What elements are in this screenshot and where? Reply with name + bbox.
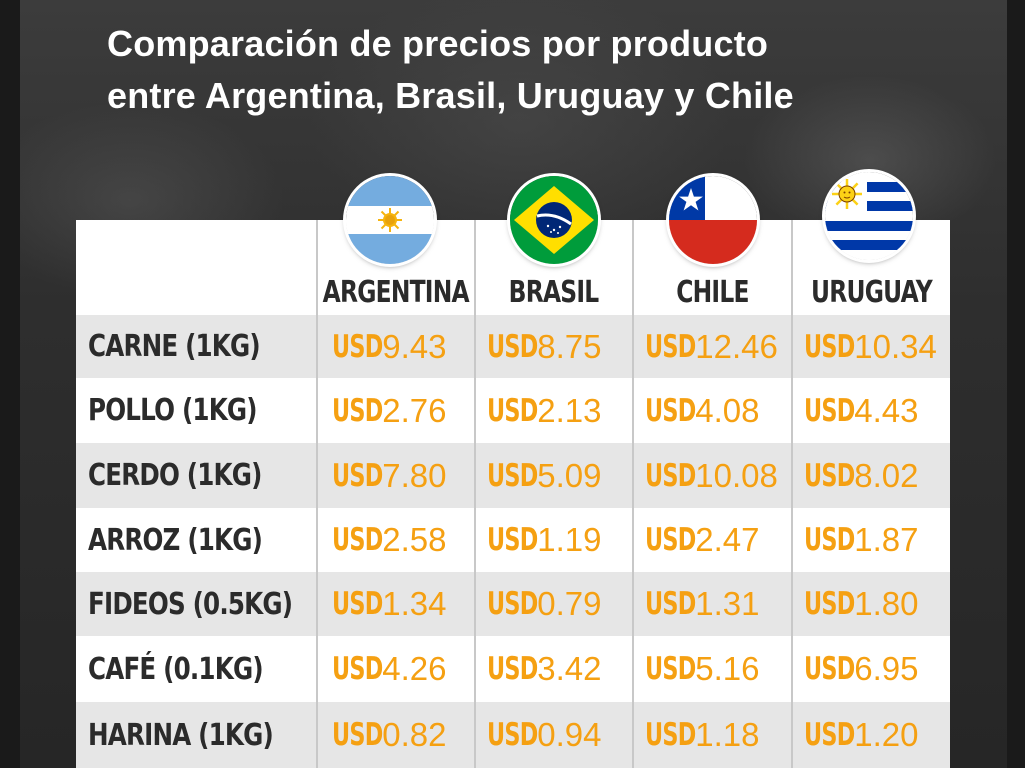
table-row: CARNE (1KG) USD 9.43 USD 8.75 USD 12.46 …: [76, 315, 950, 378]
column-header-brasil: BRASIL: [509, 274, 600, 310]
title-line-1: Comparación de precios por producto: [107, 23, 769, 64]
row-label: CAFÉ (0.1KG): [88, 651, 264, 687]
column-divider: [632, 220, 634, 768]
price-cell: USD 0.79: [487, 585, 602, 622]
column-divider: [316, 220, 318, 768]
price-cell: USD 4.08: [645, 391, 760, 429]
argentina-flag-icon: [346, 176, 434, 264]
price-cell: USD 3.42: [487, 650, 602, 687]
table-row: FIDEOS (0.5KG) USD 1.34 USD 0.79 USD 1.3…: [76, 572, 950, 636]
price-cell: USD 0.94: [487, 716, 602, 753]
price-cell: USD 0.82: [332, 716, 447, 753]
row-label: POLLO (1KG): [88, 393, 258, 428]
table-row: HARINA (1KG) USD 0.82 USD 0.94 USD 1.18 …: [76, 702, 950, 768]
right-border: [1007, 0, 1025, 768]
row-label: CERDO (1KG): [88, 458, 262, 493]
price-cell: USD 1.34: [332, 585, 447, 622]
price-cell: USD 1.87: [804, 521, 919, 558]
price-cell: USD 10.34: [804, 327, 937, 365]
row-label: CARNE (1KG): [88, 329, 261, 364]
price-cell: USD 1.18: [645, 716, 760, 753]
column-divider: [474, 220, 476, 768]
price-cell: USD 8.75: [487, 327, 602, 365]
brazil-flag-icon: [510, 176, 598, 264]
price-cell: USD 2.58: [332, 521, 447, 558]
price-cell: USD 1.31: [645, 585, 760, 622]
price-cell: USD 2.76: [332, 391, 447, 429]
price-cell: USD 4.43: [804, 391, 919, 429]
chile-flag-icon: [669, 176, 757, 264]
price-cell: USD 4.26: [332, 650, 447, 687]
price-cell: USD 2.47: [645, 521, 760, 558]
row-label: ARROZ (1KG): [88, 522, 263, 558]
page-title: Comparación de precios por producto entr…: [107, 18, 987, 122]
price-cell: USD 9.43: [332, 327, 447, 365]
price-cell: USD 8.02: [804, 456, 919, 494]
row-label: FIDEOS (0.5KG): [88, 586, 293, 622]
price-cell: USD 5.16: [645, 650, 760, 687]
table-row: POLLO (1KG) USD 2.76 USD 2.13 USD 4.08 U…: [76, 378, 950, 443]
column-header-chile: CHILE: [676, 274, 749, 310]
price-comparison-table: CARNE (1KG) USD 9.43 USD 8.75 USD 12.46 …: [76, 220, 950, 768]
price-cell: USD 10.08: [645, 456, 778, 494]
table-row: CAFÉ (0.1KG) USD 4.26 USD 3.42 USD 5.16 …: [76, 636, 950, 702]
price-cell: USD 2.13: [487, 391, 602, 429]
price-cell: USD 1.19: [487, 521, 602, 558]
table-row: ARROZ (1KG) USD 2.58 USD 1.19 USD 2.47 U…: [76, 508, 950, 572]
title-line-2: entre Argentina, Brasil, Uruguay y Chile: [107, 75, 794, 116]
table-row: CERDO (1KG) USD 7.80 USD 5.09 USD 10.08 …: [76, 443, 950, 508]
price-cell: USD 5.09: [487, 456, 602, 494]
uruguay-flag-icon: [825, 172, 913, 260]
left-border: [0, 0, 20, 768]
column-header-argentina: ARGENTINA: [322, 274, 470, 310]
price-cell: USD 7.80: [332, 456, 447, 494]
price-cell: USD 6.95: [804, 650, 919, 687]
column-divider: [791, 220, 793, 768]
price-cell: USD 1.80: [804, 585, 919, 622]
price-cell: USD 1.20: [804, 716, 919, 753]
price-cell: USD 12.46: [645, 327, 778, 365]
column-header-uruguay: URUGUAY: [811, 274, 933, 310]
row-label: HARINA (1KG): [88, 717, 274, 753]
